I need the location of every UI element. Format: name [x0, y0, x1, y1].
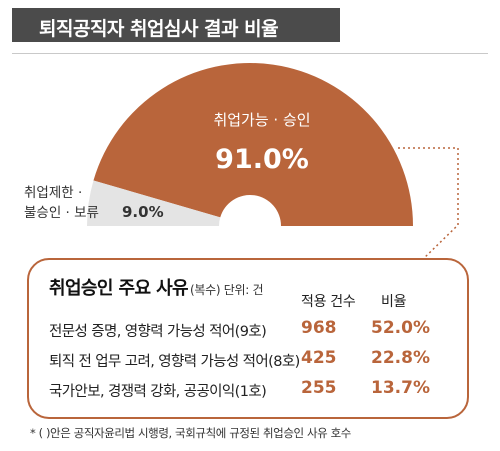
slice-restricted [87, 180, 221, 226]
table-title-text: 취업승인 주요 사유 [49, 278, 189, 299]
title-bar: 퇴직공직자 취업심사 결과 비율 [12, 8, 340, 42]
row-reason: 전문성 증명, 영향력 가능성 적어(9호) [49, 324, 267, 340]
slice-restricted-value: 9.0% [122, 203, 164, 221]
column-header-ratio: 비율 [381, 294, 407, 310]
table-row: 국가안보, 경쟁력 강화, 공공이익(1호) 255 13.7% [29, 376, 467, 406]
slice-approved-label: 취업가능 · 승인 [213, 111, 310, 129]
row-ratio: 52.0% [371, 318, 430, 338]
table-title: 취업승인 주요 사유 (복수) 단위: 건 [49, 274, 264, 300]
table-unit-note: (복수) 단위: 건 [190, 283, 264, 297]
column-header-count: 적용 건수 [301, 294, 356, 310]
approval-reasons-table: 취업승인 주요 사유 (복수) 단위: 건 적용 건수 비율 전문성 증명, 영향… [27, 258, 469, 419]
slice-approved [93, 63, 413, 226]
row-count: 425 [301, 348, 337, 368]
table-row: 전문성 증명, 영향력 가능성 적어(9호) 968 52.0% [29, 316, 467, 346]
slice-restricted-label-line2: 불승인 · 보류 [24, 205, 99, 221]
row-ratio: 13.7% [371, 378, 430, 398]
footnote: * ( )안은 공직자윤리법 시행령, 국회규칙에 규정된 취업승인 사유 호수 [30, 426, 351, 440]
row-ratio: 22.8% [371, 348, 430, 368]
row-count: 968 [301, 318, 337, 338]
row-reason: 퇴직 전 업무 고려, 영향력 가능성 적어(8호) [49, 354, 300, 370]
title-divider [12, 53, 488, 54]
slice-approved-value: 91.0% [215, 144, 309, 175]
chart-title: 퇴직공직자 취업심사 결과 비율 [39, 18, 279, 40]
table-row: 퇴직 전 업무 고려, 영향력 가능성 적어(8호) 425 22.8% [29, 346, 467, 376]
slice-restricted-label-line1: 취업제한 · [24, 185, 82, 201]
row-count: 255 [301, 378, 337, 398]
row-reason: 국가안보, 경쟁력 강화, 공공이익(1호) [49, 384, 267, 400]
connector-line [398, 147, 459, 263]
